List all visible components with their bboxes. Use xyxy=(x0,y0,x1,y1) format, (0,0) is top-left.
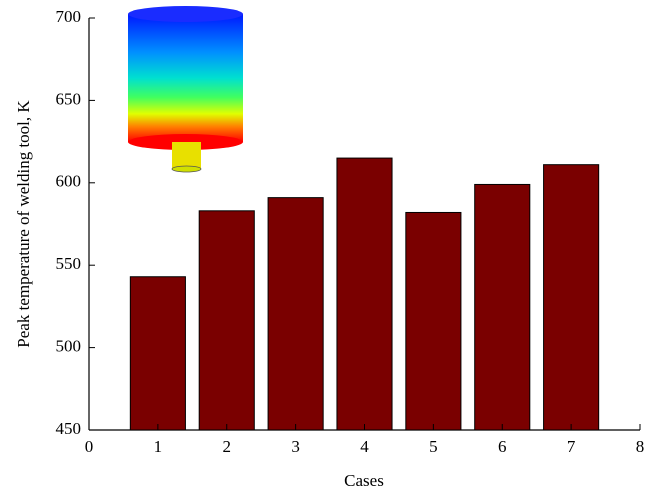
bar xyxy=(544,165,599,430)
x-tick-label: 7 xyxy=(567,437,576,456)
bar xyxy=(268,198,323,430)
y-tick-label: 550 xyxy=(56,254,82,273)
bar xyxy=(337,158,392,430)
x-tick-label: 1 xyxy=(154,437,163,456)
x-tick-label: 2 xyxy=(223,437,232,456)
x-axis-label: Cases xyxy=(344,471,384,490)
bar xyxy=(475,184,530,430)
bar xyxy=(406,212,461,430)
x-tick-label: 5 xyxy=(429,437,438,456)
bar xyxy=(130,277,185,430)
x-tick-label: 4 xyxy=(360,437,369,456)
chart: Cases Peak temperature of welding tool, … xyxy=(0,0,659,494)
y-tick-label: 700 xyxy=(56,7,82,26)
y-tick-label: 450 xyxy=(56,419,82,438)
y-tick-label: 500 xyxy=(56,337,82,356)
x-tick-label: 6 xyxy=(498,437,507,456)
x-tick-label: 8 xyxy=(636,437,645,456)
x-tick-label: 3 xyxy=(291,437,300,456)
tool-inset xyxy=(128,6,243,172)
bar xyxy=(199,211,254,430)
y-axis-label: Peak temperature of welding tool, K xyxy=(14,100,33,348)
x-tick-label: 0 xyxy=(85,437,94,456)
y-tick-label: 650 xyxy=(56,89,82,108)
y-tick-label: 600 xyxy=(56,172,82,191)
